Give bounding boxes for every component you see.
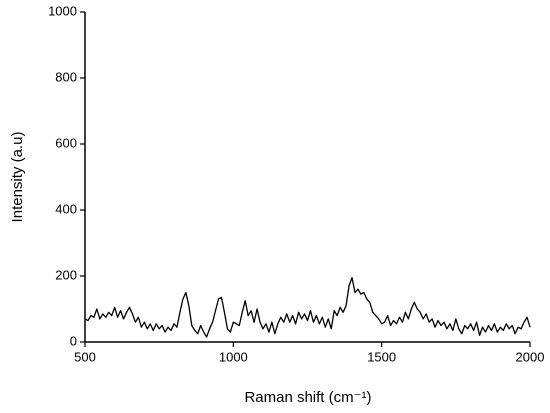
x-tick-label: 500: [74, 349, 96, 364]
x-tick-label: 1500: [367, 349, 396, 364]
y-tick-label: 1000: [48, 3, 77, 18]
y-axis-title: Intensity (a.u): [9, 132, 26, 223]
y-tick-label: 200: [55, 267, 77, 282]
spectrum-line: [84, 277, 531, 338]
x-tick-label: 1000: [219, 349, 248, 364]
y-tick-label: 400: [55, 201, 77, 216]
y-tick-label: 800: [55, 69, 77, 84]
x-tick-label: 2000: [516, 349, 545, 364]
x-axis-title: Raman shift (cm⁻¹): [244, 389, 371, 406]
y-tick-label: 0: [70, 333, 77, 348]
y-tick-label: 600: [55, 135, 77, 150]
